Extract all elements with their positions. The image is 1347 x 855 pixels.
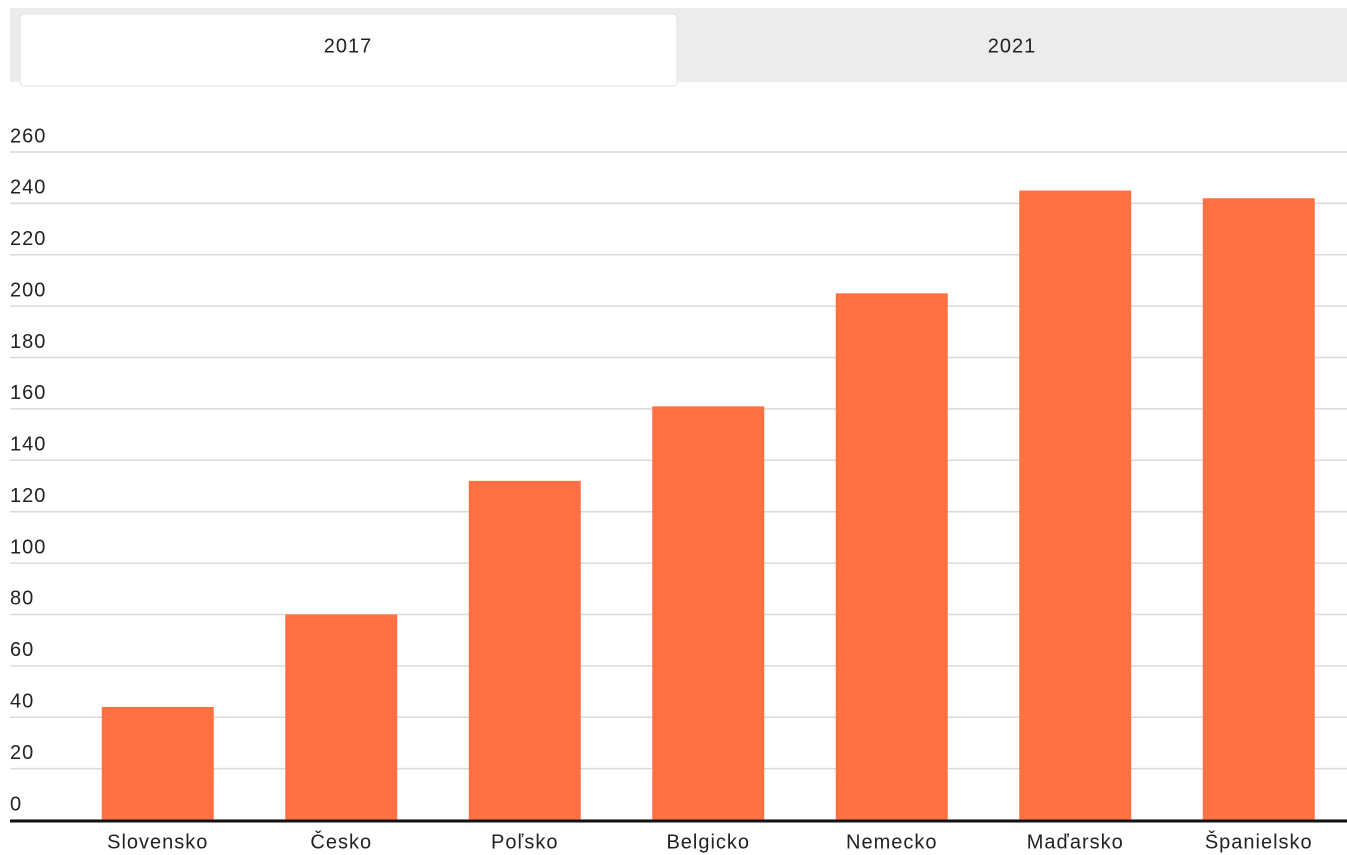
tab-active[interactable]: [19, 13, 678, 87]
y-tick-label: 80: [10, 588, 34, 610]
bar: [468, 480, 581, 820]
y-tick-label: 160: [10, 382, 46, 404]
y-tick-label: 60: [10, 639, 34, 661]
bar: [1202, 198, 1315, 820]
y-tick-label: 220: [10, 228, 46, 250]
bar: [652, 406, 765, 820]
x-tick-label: Španielsko: [1205, 830, 1313, 853]
tab-label[interactable]: 2021: [988, 35, 1037, 57]
y-tick-label: 0: [10, 793, 22, 815]
x-tick-label: Poľsko: [491, 831, 558, 853]
y-tick-label: 200: [10, 279, 46, 301]
y-tick-label: 260: [10, 125, 46, 147]
y-tick-label: 180: [10, 331, 46, 353]
y-tick-label: 20: [10, 742, 34, 764]
y-tick-label: 120: [10, 485, 46, 507]
x-tick-label: Nemecko: [846, 831, 937, 853]
y-tick-label: 140: [10, 434, 46, 456]
x-tick-label: Maďarsko: [1027, 831, 1124, 853]
x-tick-label: Slovensko: [107, 831, 208, 853]
bar: [1019, 190, 1132, 821]
y-tick-label: 100: [10, 536, 46, 558]
x-tick-label: Česko: [310, 830, 372, 853]
tab-label[interactable]: 2017: [324, 35, 373, 57]
y-tick-label: 40: [10, 691, 34, 713]
bar: [101, 706, 214, 820]
bar: [835, 293, 948, 820]
bar: [285, 614, 398, 820]
x-tick-label: Belgicko: [666, 831, 750, 853]
y-tick-label: 240: [10, 177, 46, 199]
